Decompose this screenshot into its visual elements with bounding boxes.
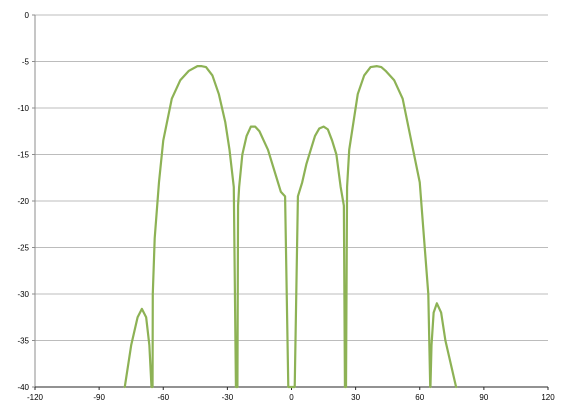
x-tick-label: -90 <box>93 393 105 402</box>
y-tick-label: -30 <box>17 290 29 299</box>
y-tick-labels: 0 -5 -10 -15 -20 -25 -30 -35 -40 <box>17 11 29 392</box>
y-tick-label: 0 <box>25 11 30 20</box>
y-tick-label: -10 <box>17 104 29 113</box>
series-line <box>123 65 458 389</box>
x-tick-label: 0 <box>289 393 294 402</box>
y-tick-label: -20 <box>17 197 29 206</box>
gridlines <box>35 14 548 341</box>
y-tick-label: -5 <box>22 58 30 67</box>
x-tick-label: 60 <box>415 393 424 402</box>
y-tick-label: -40 <box>17 383 29 392</box>
x-tick-label: -30 <box>222 393 234 402</box>
y-tick-label: -15 <box>17 151 29 160</box>
x-tick-label: 90 <box>479 393 488 402</box>
x-tick-label: 30 <box>351 393 360 402</box>
y-tick-label: -25 <box>17 244 29 253</box>
series <box>123 65 458 389</box>
x-tick-label: -120 <box>27 393 44 402</box>
axes <box>32 14 549 390</box>
x-tick-labels: -120 -90 -60 -30 0 30 60 90 120 <box>27 393 555 402</box>
x-tick-label: -60 <box>157 393 169 402</box>
y-tick-label: -35 <box>17 337 29 346</box>
x-tick-label: 120 <box>541 393 555 402</box>
